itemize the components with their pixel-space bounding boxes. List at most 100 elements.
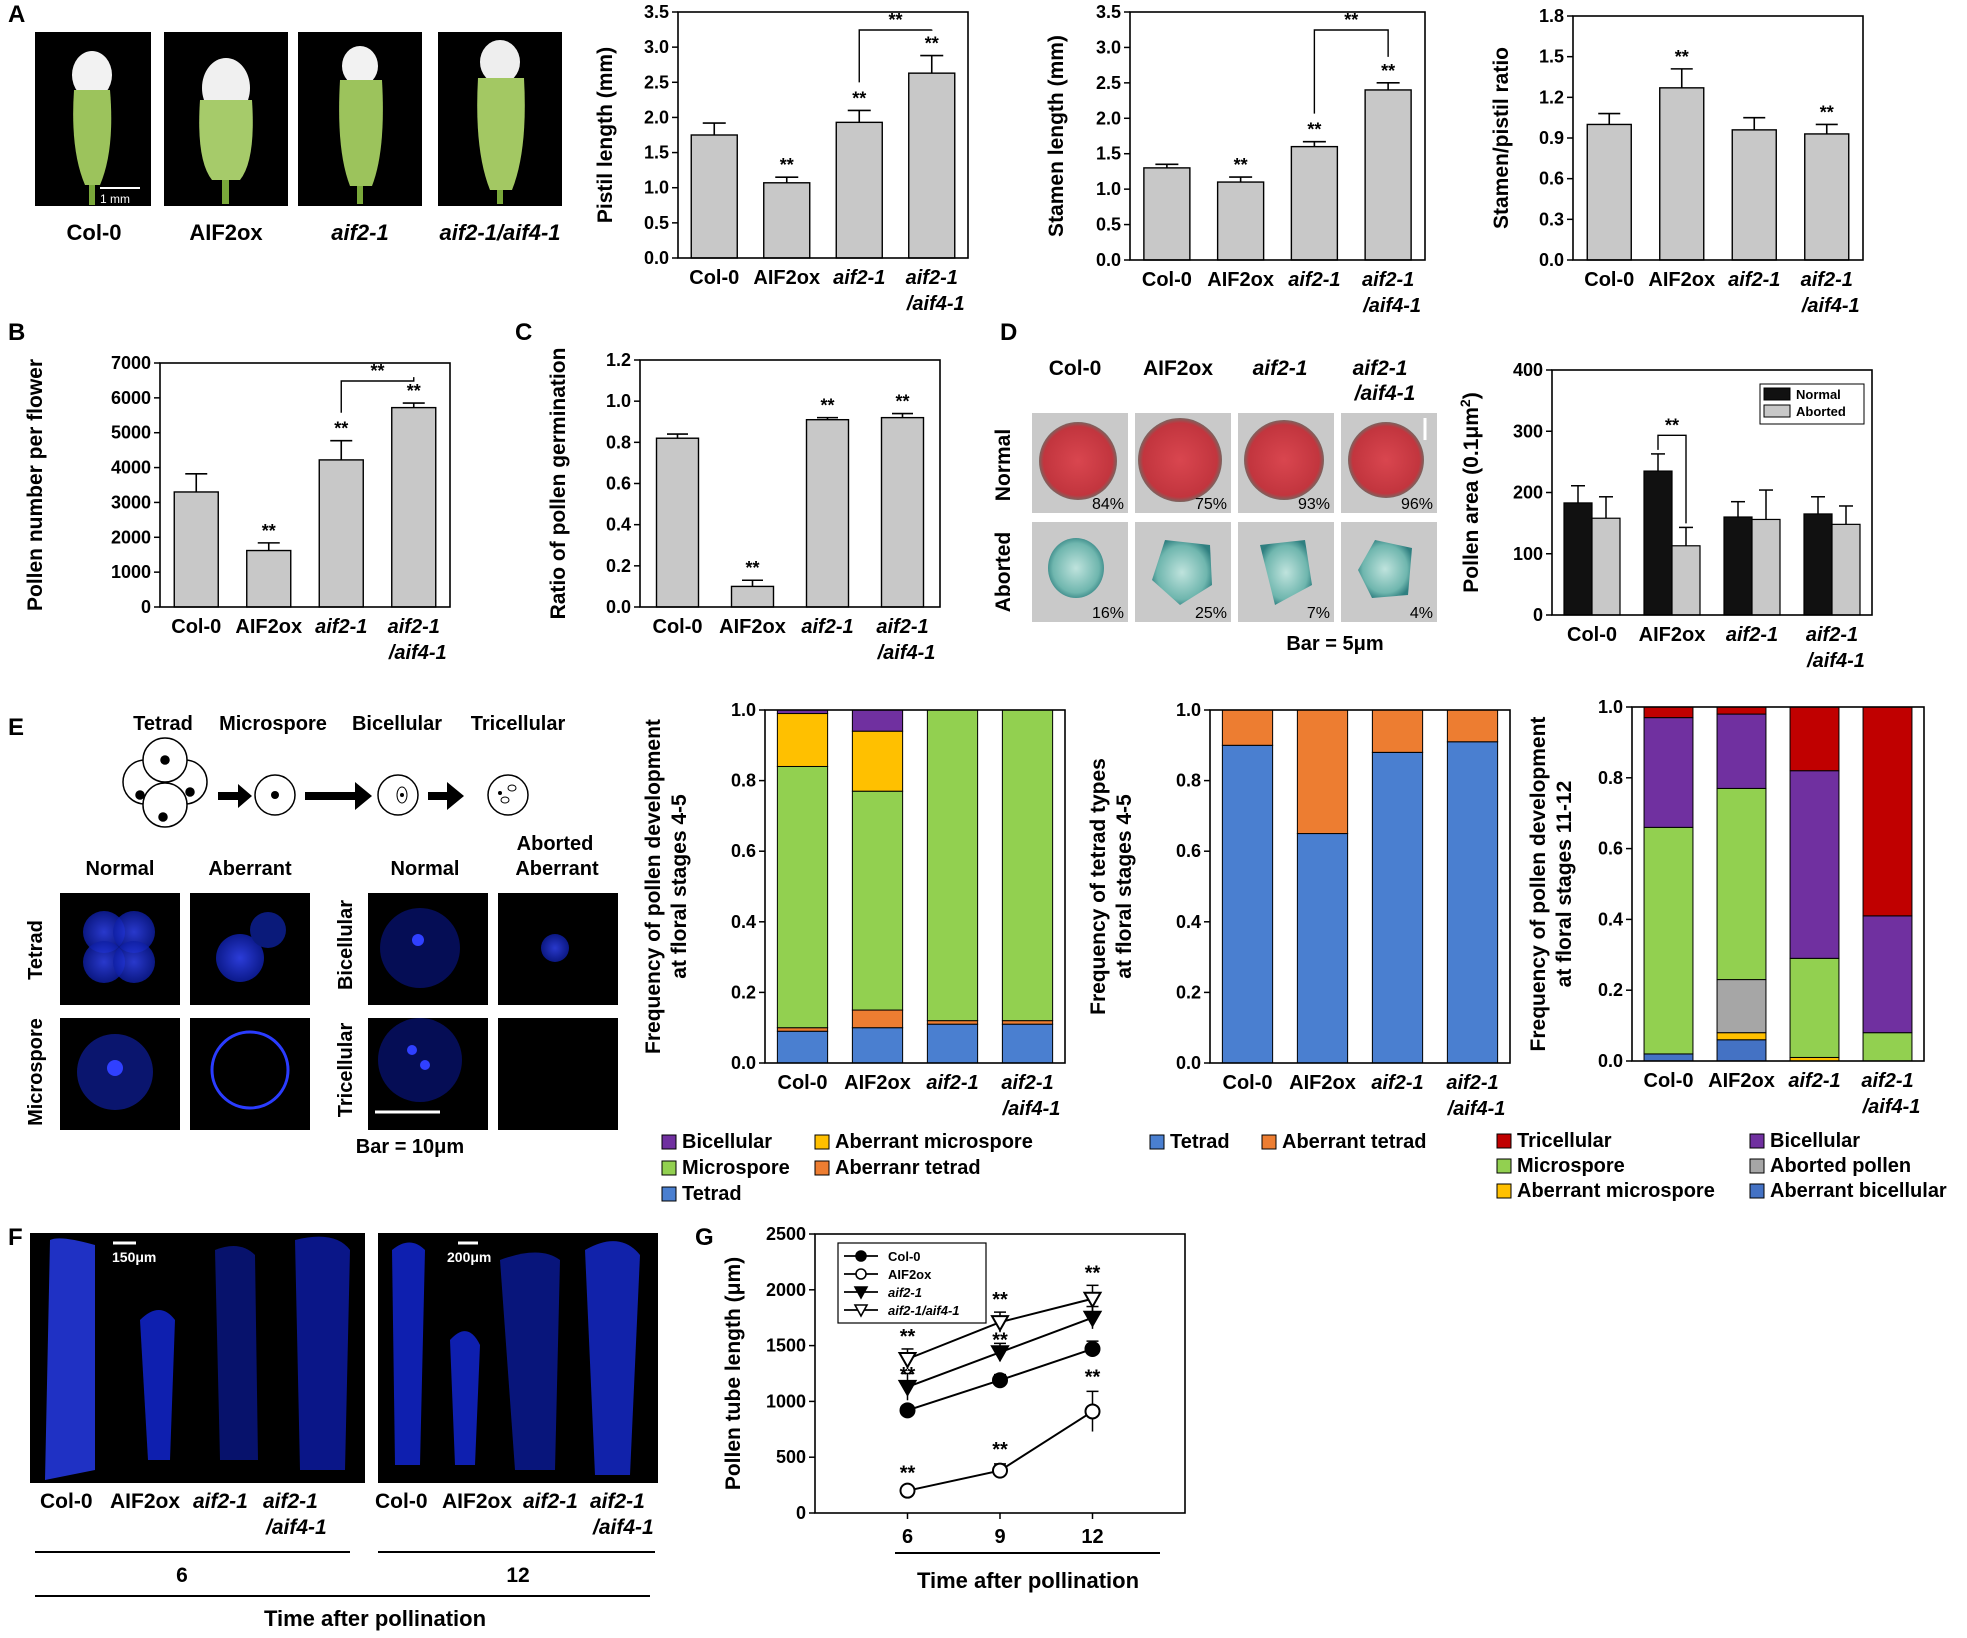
y-tick-label: 400 (1513, 360, 1543, 380)
stack-segment (1371, 709, 1424, 753)
d-row-label-aborted: Aborted (992, 532, 1015, 613)
significance-label: ** (1665, 415, 1679, 435)
significance-label: ** (1085, 1262, 1101, 1284)
stack-segment (926, 1020, 979, 1025)
significance-label: ** (1085, 1366, 1101, 1388)
y-axis-label-2: at floral stages 11-12 (1553, 781, 1576, 988)
y-axis-label: Ratio of pollen germination (547, 348, 570, 620)
significance-label: ** (895, 392, 909, 412)
f-label-aif2-1-b: aif2-1 (523, 1490, 578, 1513)
legend-label: Aberranr tetrad (835, 1157, 981, 1179)
e-row-tricellular: Tricellular (335, 1023, 357, 1118)
legend-marker (853, 1304, 869, 1318)
d-col-label-aif2-1b: aif2-1 (1353, 357, 1408, 380)
x-tick-label: AIF2ox (1648, 269, 1715, 291)
y-tick-label: 0.0 (644, 248, 669, 268)
y-tick-label: 1.5 (644, 143, 669, 163)
y-axis-label: Pollen tube length (μm) (722, 1257, 745, 1490)
x-tick-label: aif2-1 (388, 616, 440, 638)
x-tick-label: Col-0 (1567, 624, 1617, 646)
d-normal-pct-col0: 84% (1092, 496, 1124, 513)
x-tick-label: aif2-1 (1726, 624, 1778, 646)
data-point (1084, 1340, 1101, 1357)
significance-label: ** (1344, 10, 1358, 30)
y-tick-label: 0.6 (1176, 841, 1201, 861)
y-tick-label: 0.4 (606, 515, 631, 535)
legend-label: Normal (1796, 387, 1841, 402)
y-tick-label: 2.5 (644, 72, 669, 92)
bar (908, 72, 956, 259)
x-tick-label: aif2-1 (1801, 269, 1853, 291)
panel-letter-f: F (8, 1224, 23, 1251)
y-tick-label: 3.5 (644, 2, 669, 22)
y-tick-label: 2000 (766, 1280, 806, 1300)
x-tick-label: AIF2ox (1639, 624, 1706, 646)
stack-segment (1862, 706, 1913, 917)
chart-pollen-development-11-12: 0.0 0.2 0.4 0.6 0.8 1.0 Frequency of pollen de… (1496, 697, 1947, 1202)
f-x-title: Time after pollination (264, 1606, 486, 1631)
bar-normal (1643, 470, 1673, 616)
y-tick-label: 2000 (111, 527, 151, 547)
bar (391, 406, 437, 608)
stack-segment (1789, 957, 1840, 1058)
significance-label: ** (262, 521, 276, 541)
panel-letter-c: C (515, 319, 532, 346)
bar-aborted (1751, 518, 1781, 616)
f-group-6: 6 (176, 1564, 188, 1587)
x-tick-label: 12 (1081, 1526, 1103, 1548)
photo-label-aif2-1-aif4-1: aif2-1/aif4-1 (439, 220, 560, 245)
bar (1290, 145, 1339, 261)
y-axis-label-2: at floral stages 4-5 (1113, 794, 1136, 979)
bar (1804, 133, 1850, 261)
stage-label-tricellular: Tricellular (471, 713, 566, 735)
bar (805, 418, 850, 608)
flower-photo-aif2-1-aif4-1 (438, 32, 562, 206)
stack-segment (776, 1027, 829, 1032)
x-tick-label: /aif4-1 (1002, 1098, 1061, 1120)
data-point (899, 1482, 916, 1499)
significance-label: ** (334, 419, 348, 439)
x-tick-label: /aif4-1 (877, 642, 936, 664)
significance-label: ** (407, 381, 421, 401)
x-tick-label: /aif4-1 (1806, 650, 1865, 672)
significance-label: ** (992, 1289, 1008, 1311)
y-tick-label: 7000 (111, 353, 151, 373)
stack-segment (1789, 770, 1840, 959)
legend-swatch (661, 1134, 677, 1150)
data-point (1084, 1403, 1101, 1420)
y-tick-label: 1.8 (1539, 6, 1564, 26)
stack-segment (1371, 751, 1424, 1064)
chart-stamen-length: ** ** ** ** 0.0 0.5 1.0 1.5 2.0 2.5 3.0 3.5 Stamen l… (1045, 2, 1426, 317)
y-tick-label: 0.0 (731, 1053, 756, 1073)
panel-letter-g: G (695, 1224, 714, 1251)
stack-segment (1716, 706, 1767, 715)
x-tick-label: AIF2ox (1708, 1070, 1775, 1092)
legend-swatch (1763, 404, 1791, 418)
significance-label: ** (900, 1462, 916, 1484)
comparison-bracket (340, 377, 415, 413)
legend-label: Tricellular (1517, 1130, 1612, 1152)
stack-segment (1716, 713, 1767, 789)
legend-label: Aborted (1796, 404, 1846, 419)
f-label-aif2-1b-a: aif2-1 (263, 1490, 318, 1513)
x-tick-label: AIF2ox (753, 267, 820, 289)
y-tick-label: 0.4 (1176, 912, 1201, 932)
y-tick-label: 2.0 (644, 107, 669, 127)
y-tick-label: 1.0 (1096, 179, 1121, 199)
y-tick-label: 0 (796, 1503, 806, 1523)
legend-swatch (1496, 1183, 1512, 1199)
y-tick-label: 1.0 (731, 700, 756, 720)
y-tick-label: 0.8 (1176, 771, 1201, 791)
e-col-aberrant: Aberrant (208, 858, 292, 880)
bar (246, 549, 292, 608)
data-point (897, 1379, 918, 1397)
bar-normal (1723, 516, 1753, 616)
scale-bar-1mm: 1 mm (100, 192, 130, 206)
significance-label: ** (900, 1364, 916, 1386)
e-scale-label: Bar = 10μm (356, 1136, 464, 1158)
x-tick-label: aif2-1 (1001, 1072, 1053, 1094)
x-tick-label: aif2-1 (906, 267, 958, 289)
y-axis-label: Frequency of tetrad types (1087, 758, 1110, 1015)
stack-segment (776, 1030, 829, 1064)
x-tick-label: AIF2ox (1289, 1072, 1356, 1094)
